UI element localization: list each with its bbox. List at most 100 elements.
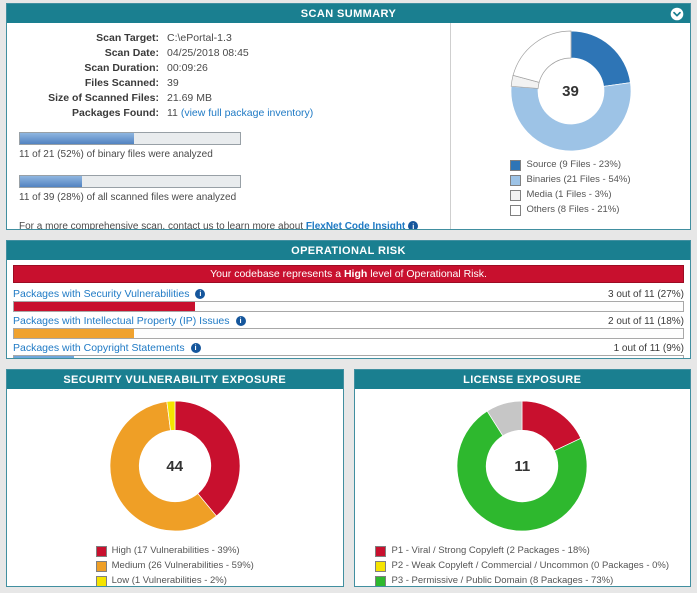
- field-label: Scan Target:: [96, 32, 159, 44]
- scan-summary-header: SCAN SUMMARY: [7, 4, 690, 23]
- scan-summary-details: Scan Target: C:\ePortal-1.3 Scan Date: 0…: [7, 23, 450, 229]
- field-label: Scan Date:: [104, 47, 159, 59]
- risk-caption: 1 out of 11 (9%): [613, 342, 684, 354]
- legend-swatch: [95, 560, 107, 572]
- binary-progress-caption: 11 of 21 (52%) of binary files were anal…: [19, 149, 213, 160]
- field-label: Scan Duration:: [84, 62, 159, 74]
- packages-total: 11: [514, 457, 531, 475]
- collapse-chevron-icon[interactable]: [670, 7, 684, 21]
- legend-item-binaries: Binaries (21 Files - 54%): [510, 174, 631, 186]
- copyright-statements-link[interactable]: Packages with Copyright Statements: [13, 342, 185, 354]
- license-exposure-title: LICENSE EXPOSURE: [463, 373, 582, 386]
- legend-swatch: [510, 159, 522, 171]
- legend-item-low: Low (1 Vulnerabilities - 2%): [95, 575, 254, 586]
- package-inventory-link[interactable]: (view full package inventory): [180, 107, 314, 119]
- operational-risk-panel: OPERATIONAL RISK Your codebase represent…: [6, 240, 691, 359]
- operational-risk-title: OPERATIONAL RISK: [291, 244, 406, 257]
- security-donut-chart[interactable]: 44: [109, 400, 241, 532]
- legend-item-p2: P2 - Weak Copyleft / Commercial / Uncomm…: [375, 560, 669, 572]
- scanned-progress-track: [19, 175, 241, 188]
- security-exposure-panel: SECURITY VULNERABILITY EXPOSURE 44 High …: [6, 369, 344, 587]
- legend-swatch: [95, 575, 107, 586]
- legend-item-medium: Medium (26 Vulnerabilities - 59%): [95, 560, 254, 572]
- field-value-scan-duration: 00:09:26: [167, 62, 208, 74]
- field-value-files-scanned: 39: [167, 77, 179, 89]
- scan-summary-title: SCAN SUMMARY: [300, 7, 397, 20]
- legend-swatch: [510, 189, 522, 201]
- info-icon[interactable]: i: [235, 316, 246, 326]
- risk-level-value: High: [343, 268, 368, 280]
- field-label: Files Scanned:: [84, 77, 159, 89]
- legend-label: Source (9 Files - 23%): [526, 159, 621, 170]
- donut-chart-svg: [109, 400, 241, 532]
- legend-swatch: [375, 575, 387, 586]
- risk-bar-fill: [14, 329, 135, 338]
- vulnerabilities-total: 44: [166, 457, 184, 475]
- scanned-progress: 11 of 39 (28%) of all scanned files were…: [19, 175, 440, 203]
- license-exposure-header: LICENSE EXPOSURE: [354, 370, 690, 389]
- risk-bar-fill: [14, 356, 75, 358]
- legend-label: Others (8 Files - 21%): [526, 204, 620, 215]
- legend-swatch: [510, 204, 522, 216]
- risk-row-ip-issues: Packages with Intellectual Property (IP)…: [7, 312, 690, 339]
- legend-swatch: [375, 545, 387, 557]
- security-legend: High (17 Vulnerabilities - 39%) Medium (…: [95, 545, 254, 586]
- bottom-charts-row: SECURITY VULNERABILITY EXPOSURE 44 High …: [6, 369, 691, 587]
- legend-swatch: [375, 560, 387, 572]
- legend-swatch: [510, 174, 522, 186]
- scan-fields: Scan Target: C:\ePortal-1.3 Scan Date: 0…: [7, 32, 440, 119]
- legend-label: High (17 Vulnerabilities - 39%): [111, 545, 240, 556]
- scanned-progress-fill: [20, 176, 82, 187]
- binary-progress-track: [19, 132, 241, 145]
- binary-progress: 11 of 21 (52%) of binary files were anal…: [19, 132, 440, 160]
- field-value-packages-found: 11 (view full package inventory): [167, 107, 440, 119]
- security-exposure-header: SECURITY VULNERABILITY EXPOSURE: [7, 370, 343, 389]
- risk-caption: 3 out of 11 (27%): [608, 288, 684, 300]
- legend-item-p3: P3 - Permissive / Public Domain (8 Packa…: [375, 575, 669, 586]
- risk-bar-track: [13, 328, 684, 339]
- legend-label: P3 - Permissive / Public Domain (8 Packa…: [391, 575, 614, 586]
- field-value-scan-target: C:\ePortal-1.3: [167, 32, 232, 44]
- legend-label: Binaries (21 Files - 54%): [526, 174, 631, 185]
- risk-bar-track: [13, 355, 684, 358]
- operational-risk-header: OPERATIONAL RISK: [7, 241, 690, 260]
- files-total: 39: [562, 82, 579, 100]
- legend-label: P2 - Weak Copyleft / Commercial / Uncomm…: [391, 560, 670, 571]
- scan-summary-panel: SCAN SUMMARY Scan Target: C:\ePortal-1.3…: [6, 3, 691, 230]
- donut-chart-svg: [510, 30, 631, 152]
- packages-count: 11: [167, 107, 178, 119]
- field-value-scanned-size: 21.69 MB: [167, 92, 212, 104]
- scanned-progress-caption: 11 of 39 (28%) of all scanned files were…: [19, 192, 237, 203]
- info-icon[interactable]: i: [195, 289, 206, 299]
- donut-chart-svg: [456, 400, 588, 532]
- security-exposure-title: SECURITY VULNERABILITY EXPOSURE: [63, 373, 287, 386]
- security-vulnerabilities-link[interactable]: Packages with Security Vulnerabilities: [13, 288, 190, 300]
- ip-issues-link[interactable]: Packages with Intellectual Property (IP)…: [13, 315, 230, 327]
- risk-bar-track: [13, 301, 684, 312]
- legend-item-p1: P1 - Viral / Strong Copyleft (2 Packages…: [375, 545, 669, 557]
- comprehensive-scan-note: For a more comprehensive scan, contact u…: [19, 221, 440, 230]
- info-icon[interactable]: i: [190, 343, 201, 353]
- license-donut-chart[interactable]: 11: [456, 400, 588, 532]
- binary-progress-fill: [20, 133, 135, 144]
- risk-caption: 2 out of 11 (18%): [608, 315, 684, 327]
- risk-row-security: Packages with Security Vulnerabilities i …: [7, 285, 690, 312]
- risk-bar-fill: [14, 302, 195, 311]
- legend-label: Low (1 Vulnerabilities - 2%): [111, 575, 227, 586]
- legend-label: Media (1 Files - 3%): [526, 189, 612, 200]
- flexnet-code-insight-link[interactable]: FlexNet Code Insight: [305, 221, 406, 230]
- legend-item-source: Source (9 Files - 23%): [510, 159, 630, 171]
- field-label: Packages Found:: [72, 107, 159, 119]
- license-legend: P1 - Viral / Strong Copyleft (2 Packages…: [375, 545, 669, 586]
- field-value-scan-date: 04/25/2018 08:45: [167, 47, 249, 59]
- legend-item-others: Others (8 Files - 21%): [510, 204, 630, 216]
- license-exposure-panel: LICENSE EXPOSURE 11 P1 - Viral / Strong …: [353, 369, 691, 587]
- legend-label: Medium (26 Vulnerabilities - 59%): [111, 560, 254, 571]
- legend-item-media: Media (1 Files - 3%): [510, 189, 630, 201]
- files-donut-chart[interactable]: 39: [510, 30, 632, 152]
- info-icon[interactable]: i: [408, 221, 419, 229]
- field-label: Size of Scanned Files:: [48, 92, 159, 104]
- files-chart-area: 39 Source (9 Files - 23%) Binaries (21 F…: [450, 23, 690, 229]
- risk-row-copyright: Packages with Copyright Statements i 1 ou…: [7, 339, 690, 358]
